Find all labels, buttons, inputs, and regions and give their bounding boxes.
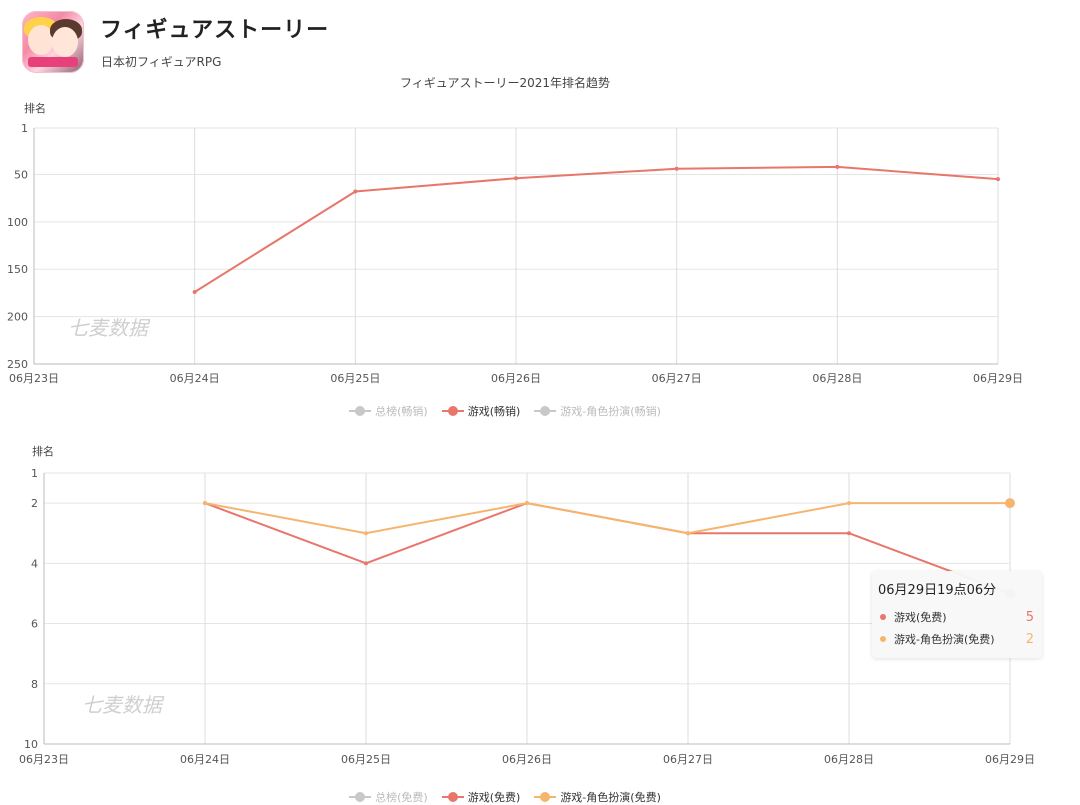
tooltip-row: 游戏(免费) 5 (878, 606, 1034, 628)
x-tick-label: 06月29日 (985, 753, 1035, 766)
chart-tooltip: 06月29日19点06分 游戏(免费) 5 游戏-角色扮演(免费) 2 (872, 571, 1042, 658)
legend-label: 游戏(免费) (467, 791, 521, 804)
data-point (514, 176, 518, 181)
legend-item[interactable]: 游戏-角色扮演(畅销) (534, 403, 661, 419)
y-tick-label: 8 (31, 678, 38, 691)
watermark: 七麦数据 (82, 693, 165, 717)
legend-label: 游戏(畅销) (467, 405, 521, 418)
legend-item[interactable]: 游戏-角色扮演(免费) (534, 789, 661, 805)
x-tick-label: 06月23日 (19, 753, 69, 766)
y-tick-label: 2 (31, 497, 38, 510)
data-point (835, 164, 840, 169)
legend-label: 总榜(免费) (375, 791, 428, 804)
app-header: フィギュアストーリー 日本初フィギュアRPG (0, 0, 1080, 78)
tooltip-title: 06月29日19点06分 (878, 583, 997, 598)
y-tick-label: 150 (7, 263, 28, 276)
legend-swatch (349, 792, 372, 802)
x-tick-label: 06月27日 (652, 372, 702, 385)
data-point (996, 177, 1000, 182)
y-tick-label: 1 (31, 467, 38, 480)
legend-label: 总榜(畅销) (375, 405, 428, 418)
data-point (674, 166, 679, 171)
y-tick-label: 250 (7, 358, 28, 371)
tooltip-row-name: 游戏(免费) (894, 611, 947, 624)
tooltip-row-value: 5 (1025, 609, 1034, 625)
app-subtitle: 日本初フィギュアRPG (101, 55, 222, 69)
data-point (686, 531, 690, 536)
legend-swatch (441, 406, 464, 416)
y-tick-label: 10 (24, 738, 38, 751)
y-axis-label: 排名 (32, 444, 54, 458)
app-icon[interactable] (22, 11, 84, 73)
y-tick-label: 6 (31, 618, 38, 631)
legend-label: 游戏-角色扮演(畅销) (560, 405, 661, 418)
tooltip-dot-orange (880, 636, 886, 642)
data-point (192, 289, 197, 294)
legend-label: 游戏-角色扮演(免费) (560, 791, 661, 804)
x-tick-label: 06月27日 (663, 753, 713, 766)
x-tick-label: 06月25日 (341, 753, 391, 766)
x-tick-label: 06月26日 (502, 753, 552, 766)
watermark: 七麦数据 (68, 316, 151, 340)
data-point (525, 501, 529, 506)
legend-item[interactable]: 游戏(免费) (441, 789, 521, 805)
tooltip-row-value: 2 (1025, 631, 1034, 647)
tooltip-dot-red (880, 614, 886, 620)
y-tick-label: 1 (21, 122, 28, 135)
y-tick-label: 200 (7, 311, 28, 324)
x-tick-label: 06月28日 (812, 372, 862, 385)
tooltip-row: 游戏-角色扮演(免费) 2 (878, 628, 1034, 650)
y-tick-label: 4 (31, 557, 38, 570)
series-line (194, 165, 999, 293)
legend-swatch (534, 406, 557, 416)
legend-item[interactable]: 总榜(免费) (349, 789, 428, 805)
y-axis-label: 排名 (24, 101, 46, 115)
legend-item[interactable]: 游戏(畅销) (441, 403, 521, 419)
legend-item[interactable]: 总榜(畅销) (349, 403, 428, 419)
data-point (1005, 498, 1015, 509)
legend-swatch (534, 792, 557, 802)
data-point (353, 189, 358, 194)
data-point (203, 501, 207, 506)
legend-swatch (349, 406, 372, 416)
x-tick-label: 06月23日 (9, 372, 59, 385)
x-tick-label: 06月24日 (180, 753, 230, 766)
data-point (847, 501, 851, 506)
x-tick-label: 06月25日 (330, 372, 380, 385)
y-tick-label: 50 (14, 168, 28, 181)
series-line (204, 502, 1010, 535)
data-point (847, 531, 851, 536)
x-tick-label: 06月28日 (824, 753, 874, 766)
tooltip-row-name: 游戏-角色扮演(免费) (894, 633, 995, 646)
x-tick-label: 06月26日 (491, 372, 541, 385)
data-point (364, 531, 368, 536)
data-point (364, 561, 368, 566)
x-tick-label: 06月29日 (973, 372, 1023, 385)
chart-title: フィギュアストーリー2021年排名趋势 (399, 76, 611, 90)
x-tick-label: 06月24日 (170, 372, 220, 385)
y-tick-label: 100 (7, 216, 28, 229)
legend-swatch (441, 792, 464, 802)
chart2-legend: 总榜(免费) 游戏(免费) 游戏-角色扮演(免费) (0, 789, 1010, 805)
chart1-legend: 总榜(畅销) 游戏(畅销) 游戏-角色扮演(畅销) (0, 403, 1010, 419)
app-title: フィギュアストーリー (100, 18, 330, 43)
